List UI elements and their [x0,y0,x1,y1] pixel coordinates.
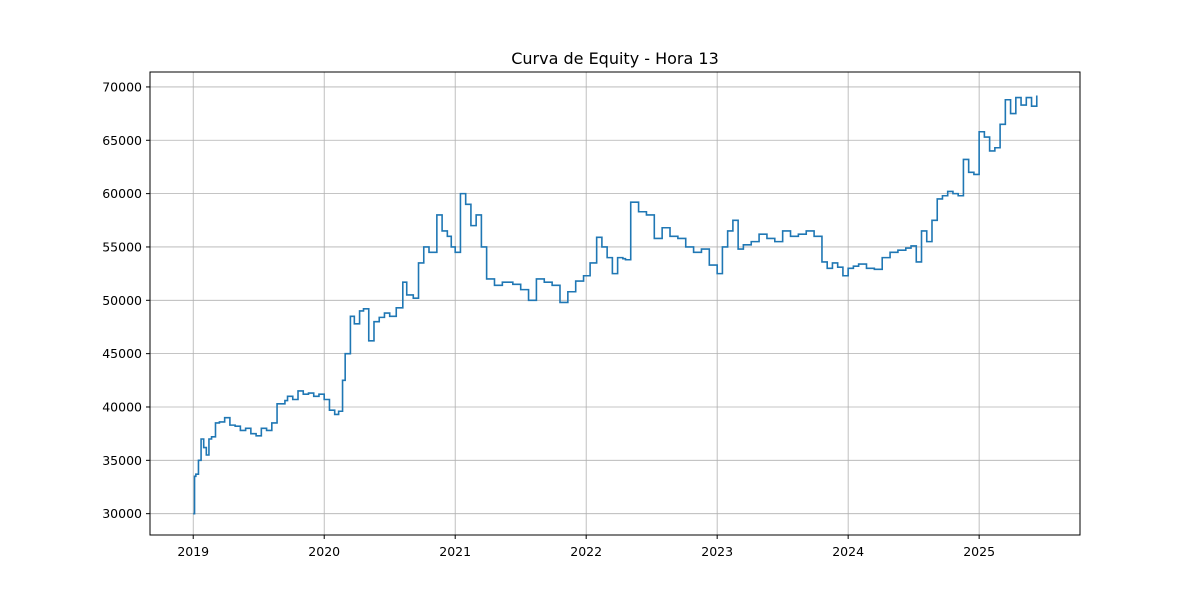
y-axis: 30000 35000 40000 45000 50000 55000 60000 65000… [102,79,150,521]
x-tick-label: 2021 [439,544,471,559]
x-tick-label: 2023 [701,544,733,559]
y-tick-label: 40000 [102,399,142,414]
x-tick-label: 2019 [177,544,209,559]
x-axis: 2019 2020 2021 2022 2023 2024 2025 [177,535,995,559]
grid-lines [150,72,1080,535]
y-tick-label: 35000 [102,453,142,468]
axes-frame [149,71,1081,536]
plot-area [193,95,1038,515]
x-tick-label: 2022 [570,544,602,559]
y-tick-label: 30000 [102,506,142,521]
equity-series-line [193,95,1038,515]
y-tick-label: 50000 [102,293,142,308]
y-tick-label: 65000 [102,133,142,148]
chart-title: Curva de Equity - Hora 13 [511,49,719,68]
y-tick-label: 45000 [102,346,142,361]
y-tick-label: 70000 [102,79,142,94]
x-tick-label: 2024 [832,544,864,559]
x-tick-label: 2020 [308,544,340,559]
x-tick-label: 2025 [963,544,995,559]
y-tick-label: 60000 [102,186,142,201]
y-tick-label: 55000 [102,239,142,254]
